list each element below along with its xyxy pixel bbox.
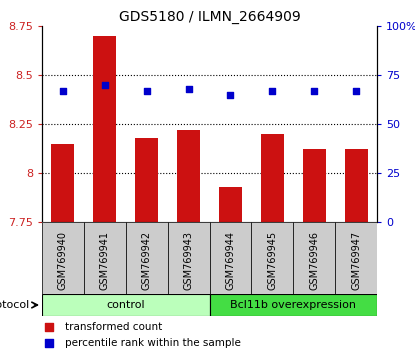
Point	[185, 86, 192, 92]
Bar	[335, 222, 377, 294]
Point	[45, 324, 52, 330]
Text: GSM769940: GSM769940	[58, 232, 68, 290]
Point	[102, 82, 108, 88]
Bar	[210, 222, 251, 294]
Text: transformed count: transformed count	[66, 322, 163, 332]
Title: GDS5180 / ILMN_2664909: GDS5180 / ILMN_2664909	[119, 10, 300, 24]
Text: GSM769945: GSM769945	[267, 231, 277, 290]
Bar	[168, 222, 210, 294]
Bar	[251, 222, 293, 294]
Text: control: control	[106, 300, 145, 310]
Bar	[344, 149, 368, 222]
Bar	[303, 149, 326, 222]
Text: GSM769943: GSM769943	[183, 232, 193, 290]
Text: percentile rank within the sample: percentile rank within the sample	[66, 338, 242, 348]
Bar	[42, 294, 210, 316]
Text: protocol: protocol	[0, 300, 29, 310]
Bar	[42, 222, 377, 294]
Point	[45, 341, 52, 346]
Text: GSM769942: GSM769942	[142, 231, 152, 290]
Bar	[135, 138, 158, 222]
Bar	[84, 222, 126, 294]
Bar	[126, 222, 168, 294]
Text: GSM769947: GSM769947	[351, 231, 361, 290]
Bar	[42, 222, 84, 294]
Text: GSM769944: GSM769944	[225, 232, 235, 290]
Point	[353, 88, 359, 93]
Point	[60, 88, 66, 93]
Text: GSM769946: GSM769946	[309, 232, 319, 290]
Bar	[51, 144, 74, 222]
Bar	[219, 187, 242, 222]
Point	[269, 88, 276, 93]
Point	[143, 88, 150, 93]
Bar	[261, 134, 284, 222]
Point	[227, 92, 234, 97]
Text: GSM769941: GSM769941	[100, 232, 110, 290]
Point	[311, 88, 317, 93]
Bar	[293, 222, 335, 294]
Bar	[177, 130, 200, 222]
Bar	[210, 294, 377, 316]
Bar	[93, 36, 116, 222]
Text: Bcl11b overexpression: Bcl11b overexpression	[230, 300, 356, 310]
